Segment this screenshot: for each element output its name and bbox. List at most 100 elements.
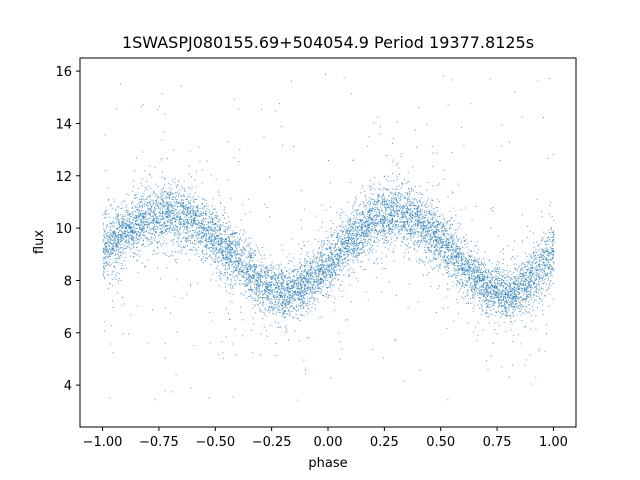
scatter-point <box>301 291 303 293</box>
scatter-point <box>398 225 400 227</box>
scatter-point <box>281 273 283 275</box>
scatter-point <box>365 229 367 231</box>
scatter-point <box>507 272 509 274</box>
scatter-point <box>260 311 262 313</box>
scatter-point <box>547 274 548 276</box>
scatter-point <box>418 211 420 213</box>
scatter-point <box>223 258 225 260</box>
scatter-point <box>284 289 286 290</box>
scatter-point <box>160 196 162 198</box>
scatter-point <box>365 231 367 233</box>
scatter-point <box>524 275 526 277</box>
scatter-point <box>187 224 189 226</box>
scatter-point <box>381 231 383 233</box>
scatter-point <box>247 282 249 284</box>
scatter-point <box>469 276 471 278</box>
scatter-point <box>363 239 365 241</box>
scatter-point <box>449 262 451 264</box>
scatter-point <box>432 222 434 223</box>
scatter-point <box>370 219 372 221</box>
scatter-point <box>240 270 242 272</box>
scatter-point <box>347 233 349 235</box>
scatter-point <box>239 242 240 244</box>
scatter-point <box>505 306 507 308</box>
scatter-point <box>393 251 395 253</box>
scatter-point <box>482 274 483 276</box>
scatter-point <box>370 236 372 238</box>
scatter-point <box>520 343 522 345</box>
scatter-point <box>149 244 151 245</box>
scatter-point <box>468 276 470 278</box>
scatter-point <box>515 304 517 306</box>
scatter-point <box>399 194 401 195</box>
scatter-point <box>306 278 308 280</box>
scatter-point <box>364 235 366 237</box>
scatter-point <box>400 229 402 231</box>
scatter-point <box>302 284 304 286</box>
scatter-point <box>332 273 334 275</box>
scatter-point <box>353 234 354 236</box>
scatter-point <box>341 259 343 261</box>
scatter-point <box>417 193 419 195</box>
scatter-point <box>502 263 504 264</box>
scatter-point <box>533 283 535 285</box>
scatter-point <box>202 202 203 204</box>
scatter-point <box>211 320 213 322</box>
scatter-point <box>137 253 139 255</box>
scatter-point <box>253 299 255 301</box>
scatter-point <box>333 270 335 272</box>
scatter-point <box>330 219 332 221</box>
scatter-point <box>407 225 409 226</box>
scatter-point <box>364 239 366 240</box>
scatter-point <box>157 222 159 224</box>
scatter-point <box>109 255 111 257</box>
scatter-point <box>233 266 235 268</box>
scatter-point <box>314 292 316 294</box>
scatter-point <box>289 295 291 297</box>
scatter-point <box>257 295 259 296</box>
scatter-point <box>503 280 505 282</box>
scatter-point <box>116 261 118 263</box>
scatter-point <box>223 239 225 240</box>
scatter-point <box>388 175 389 177</box>
scatter-point <box>365 235 367 237</box>
scatter-point <box>410 233 411 235</box>
scatter-point <box>221 247 223 249</box>
scatter-point <box>289 280 291 282</box>
scatter-point <box>286 304 288 306</box>
scatter-point <box>154 228 156 230</box>
scatter-point <box>187 232 189 234</box>
scatter-point <box>371 212 373 214</box>
scatter-point <box>288 285 290 287</box>
scatter-point <box>173 226 175 228</box>
scatter-point <box>254 250 256 251</box>
scatter-point <box>334 297 336 299</box>
scatter-point <box>512 296 514 298</box>
scatter-point <box>260 276 262 278</box>
scatter-point <box>133 252 135 254</box>
scatter-point <box>496 289 498 291</box>
scatter-point <box>157 242 159 244</box>
scatter-point <box>311 271 313 273</box>
scatter-point <box>410 235 412 237</box>
scatter-point <box>169 225 171 227</box>
scatter-point <box>416 192 418 194</box>
scatter-point <box>424 251 426 253</box>
scatter-point <box>552 267 554 269</box>
scatter-point <box>377 194 379 196</box>
scatter-point <box>322 245 324 247</box>
scatter-point <box>527 260 529 262</box>
scatter-point <box>228 141 229 143</box>
scatter-point <box>131 244 133 246</box>
scatter-point <box>381 208 383 210</box>
scatter-point <box>347 245 348 246</box>
scatter-point <box>498 300 500 301</box>
scatter-point <box>135 254 137 256</box>
scatter-point <box>293 282 295 284</box>
scatter-point <box>433 240 435 242</box>
scatter-point <box>155 208 157 210</box>
scatter-point <box>107 187 109 189</box>
scatter-point <box>165 243 167 244</box>
scatter-point <box>283 286 285 288</box>
scatter-point <box>188 238 190 240</box>
